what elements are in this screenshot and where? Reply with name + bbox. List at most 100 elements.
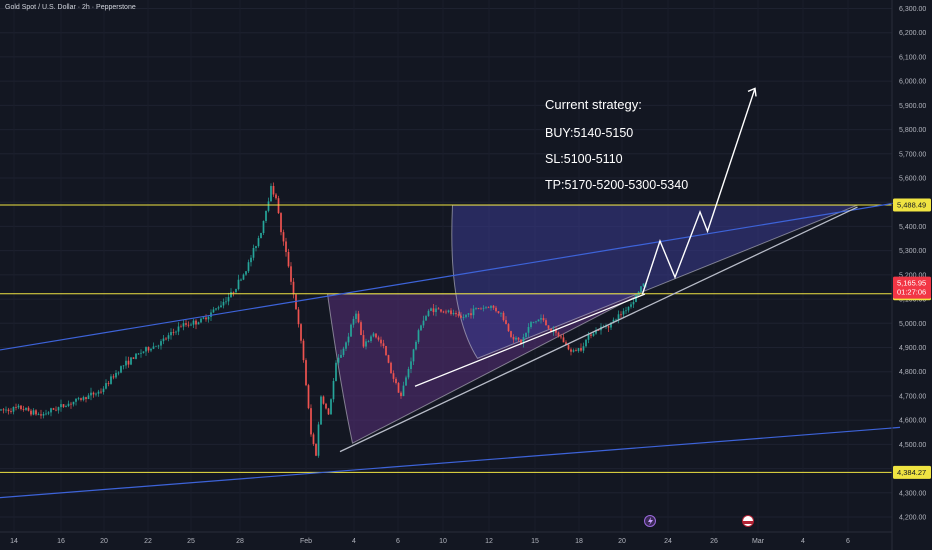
candle-body (562, 337, 565, 343)
candle-body (12, 406, 15, 412)
candle-body (85, 397, 87, 400)
candle-body (257, 238, 260, 247)
candle-body (335, 362, 337, 382)
candle-body (617, 314, 620, 320)
candle-body (205, 317, 207, 320)
candle-body (62, 404, 65, 407)
x-tick-label: 28 (236, 538, 244, 545)
x-tick-label: 25 (187, 538, 195, 545)
y-tick-label: 4,500.00 (899, 442, 926, 449)
projection-arrowhead (747, 87, 757, 97)
candle-body (597, 330, 600, 331)
candle-body (25, 407, 27, 410)
level-price-tag (893, 198, 931, 212)
candle-body (517, 337, 520, 340)
candle-body (345, 342, 347, 349)
candle-body (375, 333, 377, 338)
x-tick-label: 6 (846, 538, 850, 545)
candle-body (47, 412, 50, 414)
candle-body (80, 398, 82, 400)
candle-body (75, 398, 77, 402)
candle-body (460, 315, 462, 318)
candle-body (312, 434, 315, 444)
candle-body (567, 344, 570, 350)
candle-body (125, 360, 127, 366)
candle-body (40, 414, 42, 416)
x-tick-label: 22 (144, 538, 152, 545)
candle-body (192, 320, 195, 325)
y-tick-label: 6,100.00 (899, 54, 926, 61)
candle-body (292, 281, 295, 295)
candle-body (472, 308, 475, 316)
candle-body (305, 360, 307, 386)
candle-body (190, 324, 192, 326)
candle-body (590, 334, 592, 336)
last-price-tag-text: 5,165.95 (897, 279, 926, 288)
candle-body (482, 307, 485, 309)
candle-body (330, 399, 332, 415)
candle-body (267, 201, 270, 211)
symbol-header: Gold Spot / U.S. Dollar · 2h · Peppersto… (5, 4, 136, 11)
candle-body (30, 410, 32, 415)
candle-body (327, 408, 330, 415)
candle-body (272, 185, 275, 195)
candle-body (167, 335, 170, 339)
candle-body (320, 396, 322, 425)
candle-body (382, 343, 385, 347)
candle-body (162, 338, 165, 342)
candle-body (532, 321, 535, 323)
candle-body (515, 337, 517, 340)
candle-body (70, 403, 72, 405)
candle-body (630, 304, 632, 307)
candle-body (500, 312, 502, 314)
strategy-buy: BUY:5140-5150 (545, 126, 634, 140)
strategy-title: Current strategy: (545, 97, 642, 112)
candle-body (60, 404, 62, 408)
candle-body (417, 330, 420, 342)
candle-body (77, 398, 80, 400)
candle-body (530, 322, 532, 328)
candle-body (32, 410, 35, 415)
candle-body (350, 324, 352, 337)
candle-body (497, 311, 500, 314)
candle-body (377, 337, 380, 340)
candle-body (425, 316, 427, 321)
candle-body (17, 405, 20, 408)
drawings (0, 87, 901, 499)
candle-body (577, 348, 580, 352)
candle-body (195, 320, 197, 325)
candle-body (175, 331, 177, 333)
candle-body (45, 413, 47, 415)
candle-body (427, 310, 430, 317)
candle-body (0, 409, 2, 411)
candle-body (87, 395, 90, 400)
y-tick-label: 5,800.00 (899, 127, 926, 134)
candle-body (232, 291, 235, 293)
candle-body (452, 312, 455, 315)
candle-body (410, 361, 412, 370)
candle-body (555, 329, 557, 333)
candle-body (450, 310, 452, 315)
x-tick-label: 20 (100, 538, 108, 545)
candle-body (595, 330, 597, 334)
candle-body (200, 318, 202, 323)
candle-body (82, 397, 85, 400)
candle-body (72, 401, 75, 405)
candle-body (137, 353, 140, 355)
y-tick-label: 4,200.00 (899, 515, 926, 522)
candle-body (380, 339, 382, 344)
candle-body (470, 313, 472, 316)
candle-body (490, 305, 492, 308)
candle-body (390, 362, 392, 374)
candle-body (222, 301, 225, 306)
y-tick-label: 5,400.00 (899, 224, 926, 231)
candle-body (127, 360, 130, 365)
candle-body (462, 317, 465, 318)
candle-body (262, 220, 265, 234)
candle-body (342, 348, 345, 355)
candle-body (610, 322, 612, 328)
candle-body (537, 319, 540, 322)
candle-body (135, 353, 137, 359)
candle-body (65, 406, 67, 407)
